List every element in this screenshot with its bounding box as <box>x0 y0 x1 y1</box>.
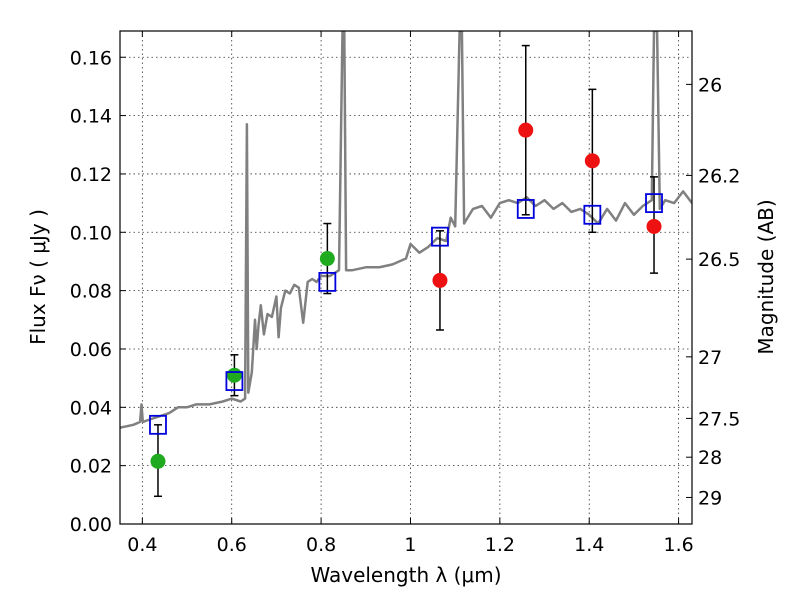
y2-tick-label: 26.2 <box>698 165 740 187</box>
model-square-marker <box>149 414 167 435</box>
model-square-marker <box>583 204 602 225</box>
y2-tick-label: 28 <box>698 447 722 469</box>
model-square-marker <box>318 271 337 292</box>
x-tick-label: 1.6 <box>663 534 693 556</box>
data-point <box>432 272 448 288</box>
x-tick-label: 1 <box>404 534 416 556</box>
y-tick-label: 0.12 <box>70 164 112 186</box>
x-tick-label: 0.6 <box>217 534 247 556</box>
y-tick-label: 0.04 <box>70 397 112 419</box>
data-point <box>518 122 534 138</box>
y2-tick-label: 26.5 <box>698 249 740 271</box>
y-tick-label: 0.08 <box>70 281 112 303</box>
model-square-marker <box>431 226 449 247</box>
y2-tick-label: 26 <box>698 74 722 96</box>
model-square-marker <box>225 371 244 391</box>
y-axis-title: Flux Fν ( μJy ) <box>26 209 50 345</box>
data-point <box>584 153 600 169</box>
data-point <box>646 218 662 234</box>
x-tick-label: 1.2 <box>485 534 515 556</box>
spectrum-line <box>120 31 692 429</box>
y-tick-label: 0.06 <box>70 339 112 361</box>
data-point <box>150 453 166 469</box>
y-tick-label: 0.00 <box>70 514 112 536</box>
tick-layer: 0.4 0.6 0.8 1 1.2 1.4 1.6 0.00 0.02 0.04 0.06 0.08 0… <box>70 31 740 556</box>
x-axis-title: Wavelength λ (μm) <box>310 563 501 587</box>
plot-frame <box>119 30 693 525</box>
y2-tick-label: 27.5 <box>698 408 740 430</box>
data-point <box>226 367 242 383</box>
y-tick-label: 0.10 <box>70 222 112 244</box>
y-tick-label: 0.16 <box>70 47 112 69</box>
data-point <box>319 251 335 267</box>
y-tick-label: 0.14 <box>70 106 112 128</box>
x-tick-label: 1.4 <box>574 534 604 556</box>
model-square-marker <box>516 199 535 219</box>
data-layer <box>120 31 692 498</box>
y2-tick-label: 27 <box>698 347 722 369</box>
y2-axis-title: Magnitude (AB) <box>754 199 778 354</box>
x-tick-label: 0.8 <box>306 534 336 556</box>
y2-tick-label: 29 <box>698 487 722 509</box>
x-tick-label: 0.4 <box>127 534 157 556</box>
grid-layer <box>120 31 692 525</box>
y-tick-label: 0.02 <box>70 456 112 478</box>
model-square-marker <box>645 193 663 214</box>
